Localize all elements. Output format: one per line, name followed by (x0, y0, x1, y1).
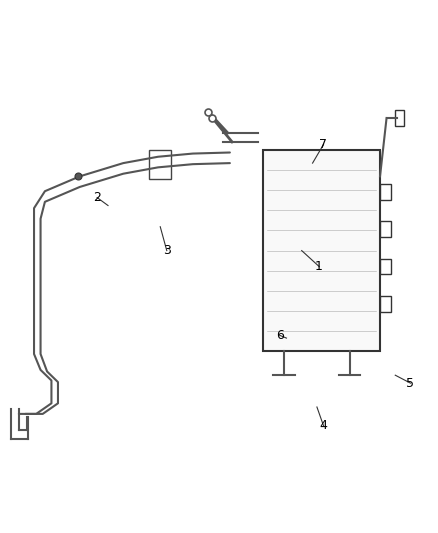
Text: 4: 4 (319, 419, 327, 432)
Text: 5: 5 (406, 377, 414, 390)
Text: 2: 2 (93, 191, 101, 204)
Text: 6: 6 (276, 329, 284, 342)
Bar (395, 110, 404, 126)
Text: 7: 7 (319, 138, 328, 151)
Text: 1: 1 (315, 260, 323, 273)
Bar (380, 221, 391, 237)
Bar (149, 150, 171, 179)
Bar (262, 150, 380, 351)
Text: 3: 3 (163, 244, 171, 257)
Bar (380, 184, 391, 200)
Bar (380, 296, 391, 312)
Bar (380, 259, 391, 274)
